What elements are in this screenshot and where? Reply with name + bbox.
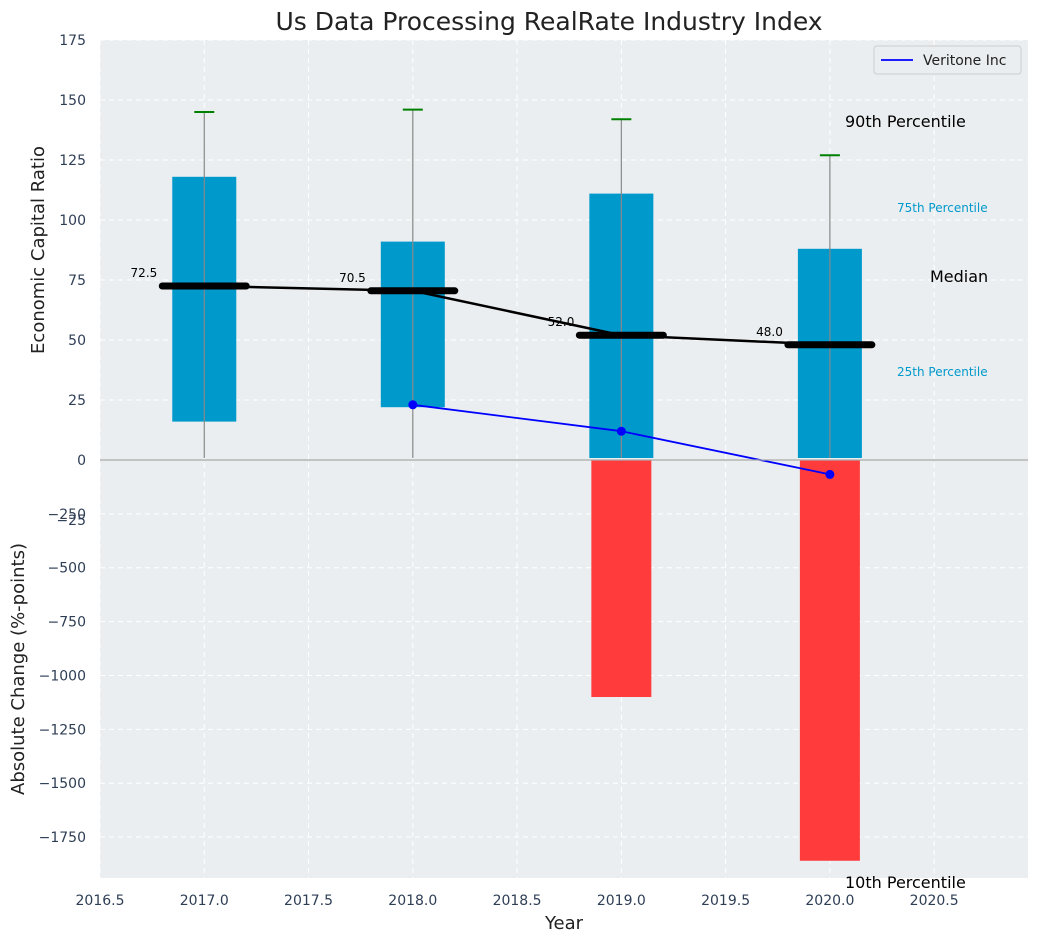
lower-y-tick-label: −1750	[39, 830, 86, 846]
veritone-point	[408, 400, 418, 410]
x-tick-label: 2018.5	[493, 893, 542, 909]
x-tick-label: 2016.5	[76, 893, 125, 909]
x-tick-label: 2017.0	[180, 893, 229, 909]
x-tick-label: 2020.0	[805, 893, 854, 909]
upper-y-tick-label: 100	[59, 213, 86, 229]
lower-y-tick-label: −500	[48, 561, 86, 577]
upper-y-tick-label: 25	[68, 393, 86, 409]
upper-y-tick-label: 150	[59, 93, 86, 109]
annotation-10th-percentile: 10th Percentile	[845, 873, 966, 892]
x-tick-label: 2019.5	[701, 893, 750, 909]
upper-y-tick-label: 0	[77, 453, 86, 469]
lower-bars	[591, 460, 860, 861]
lower-y-tick-label: −750	[48, 615, 86, 631]
x-tick-label: 2019.0	[597, 893, 646, 909]
annotation-25th-percentile: 25th Percentile	[897, 365, 988, 379]
upper-y-tick-label: −25	[56, 513, 86, 529]
x-tick-label: 2020.5	[910, 893, 959, 909]
veritone-point	[616, 426, 626, 436]
veritone-point	[825, 469, 835, 479]
upper-y-tick-label: 125	[59, 153, 86, 169]
median-value-label: 70.5	[339, 271, 366, 285]
change-bar	[799, 460, 860, 861]
lower-y-tick-label: −250	[48, 507, 86, 523]
median-value-label: 72.5	[131, 266, 158, 280]
legend-label-veritone: Veritone Inc	[923, 53, 1006, 69]
annotation-90th-percentile: 90th Percentile	[845, 112, 966, 131]
lower-y-tick-label: −1000	[39, 668, 86, 684]
x-axis-label: Year	[544, 913, 584, 934]
chart-title: Us Data Processing RealRate Industry Ind…	[275, 7, 822, 36]
upper-y-tick-label: 175	[59, 33, 86, 49]
median-line	[204, 284, 830, 347]
upper-y-axis-label: Economic Capital Ratio	[28, 146, 49, 354]
upper-y-tick-label: 50	[68, 333, 86, 349]
lower-y-tick-label: −1250	[39, 722, 86, 738]
lower-y-tick-label: −1500	[39, 776, 86, 792]
legend: Veritone Inc	[873, 45, 1022, 75]
change-bar	[591, 460, 652, 698]
upper-y-tick-label: 75	[68, 273, 86, 289]
lower-plot-area	[100, 460, 1028, 878]
x-tick-label: 2017.5	[284, 893, 333, 909]
lower-y-axis-label: Absolute Change (%-points)	[8, 543, 29, 795]
annotation-median: Median	[930, 267, 988, 286]
tick-labels: 2016.5 2017.0 2017.5 2018.0 2018.5 2019.0 2019…	[39, 33, 959, 909]
median-value-label: 48.0	[756, 325, 783, 339]
gridlines	[99, 39, 1028, 878]
median-value-label: 52.0	[548, 315, 575, 329]
legend-box	[873, 45, 1022, 75]
upper-plot-area	[100, 40, 1028, 460]
box-marks: 72.5 70.5 52.0 48.0	[131, 108, 876, 479]
annotation-75th-percentile: 75th Percentile	[897, 201, 988, 215]
x-tick-label: 2018.0	[388, 893, 437, 909]
